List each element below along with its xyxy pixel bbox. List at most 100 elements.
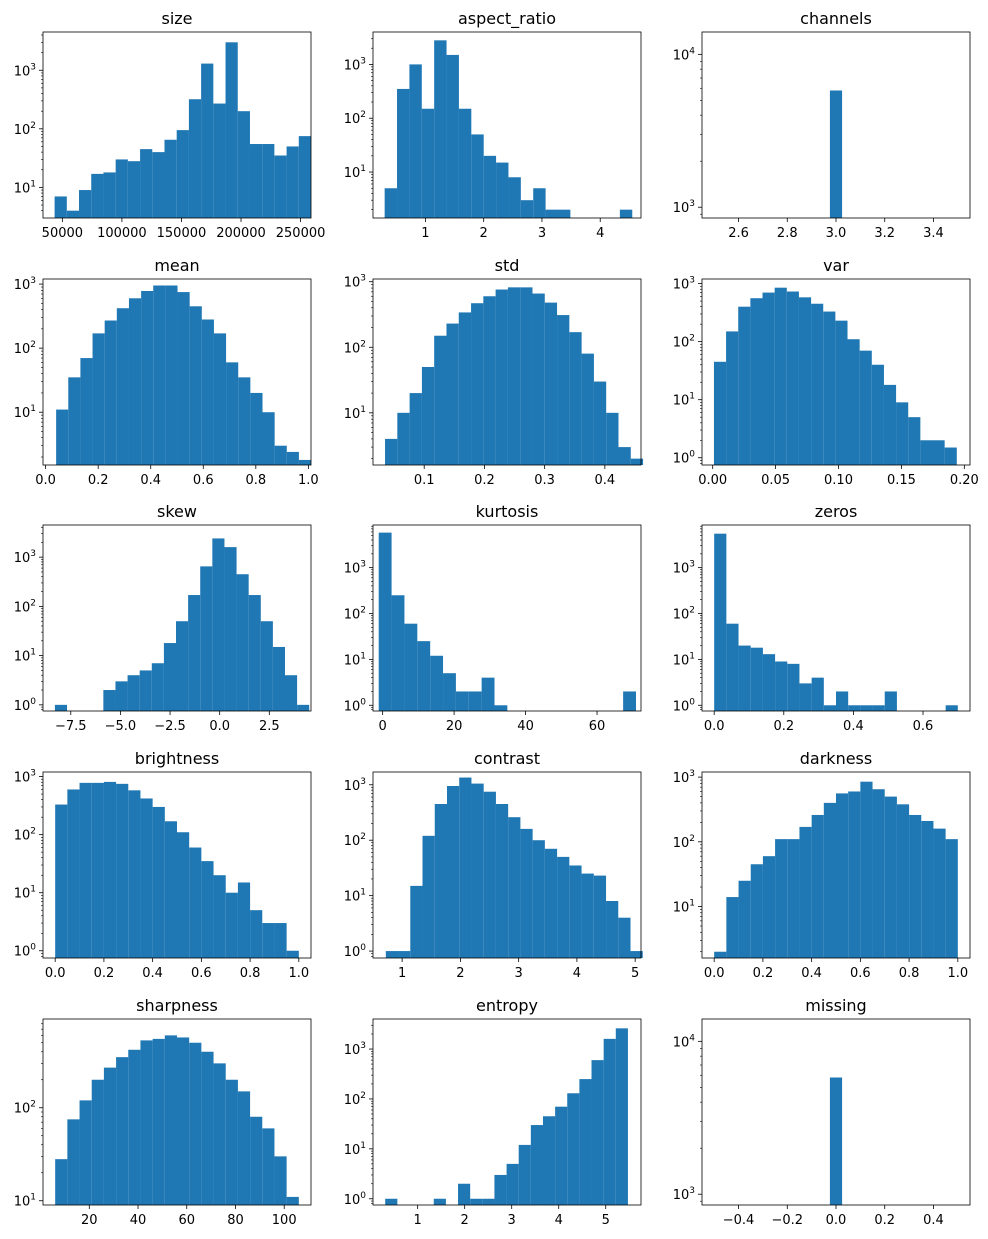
y-tick-label: 101 — [344, 405, 366, 422]
bar-darkness-12 — [860, 781, 873, 958]
bar-size-5 — [115, 159, 128, 218]
bar-sharpness-6 — [128, 1049, 141, 1205]
x-tick-label: 1.0 — [288, 966, 309, 981]
bar-contrast-7 — [471, 783, 484, 958]
bar-size-7 — [140, 149, 153, 218]
bar-zeros-3 — [750, 647, 763, 711]
x-tick-label: 5 — [602, 1213, 610, 1228]
bar-std-12 — [532, 293, 545, 465]
y-tick-label: 104 — [673, 1033, 696, 1050]
chart-title: darkness — [800, 749, 872, 768]
bar-size-0 — [54, 196, 67, 218]
x-tick-label: 0.4 — [801, 966, 822, 981]
y-tick-label: 100 — [344, 943, 367, 960]
bar-skew-12 — [236, 574, 249, 711]
bar-skew-10 — [212, 538, 225, 711]
bar-sharpness-8 — [152, 1038, 165, 1205]
bar-var-9 — [823, 311, 836, 465]
bar-sharpness-4 — [103, 1067, 117, 1205]
bar-contrast-13 — [544, 848, 558, 958]
bar-mean-6 — [128, 298, 142, 465]
bar-entropy-8 — [530, 1125, 543, 1205]
bar-std-19 — [618, 447, 631, 465]
y-tick-label: 103 — [673, 276, 695, 293]
bar-entropy-10 — [555, 1106, 568, 1205]
y-tick-label: 100 — [344, 1191, 367, 1208]
bar-std-3 — [421, 367, 435, 465]
x-tick-label: 0.6 — [193, 473, 214, 488]
bar-size-19 — [286, 146, 299, 218]
bar-aspect_ratio-6 — [458, 108, 472, 218]
bar-var-14 — [883, 384, 897, 465]
bar-mean-4 — [104, 320, 117, 465]
chart-title: missing — [805, 996, 866, 1015]
y-tick-label: 103 — [344, 777, 366, 794]
bar-zeros-10 — [836, 691, 849, 711]
bar-zeros-6 — [787, 663, 800, 711]
y-tick-label: 102 — [14, 340, 36, 357]
y-tick-label: 103 — [673, 1186, 695, 1203]
bar-entropy-12 — [579, 1079, 592, 1205]
bar-var-6 — [786, 291, 799, 465]
x-tick-label: 0.10 — [824, 473, 853, 488]
bar-var-18 — [932, 440, 945, 465]
bar-zeros-8 — [811, 677, 824, 711]
chart-title: sharpness — [136, 996, 218, 1015]
bar-brightness-19 — [286, 950, 299, 958]
bar-skew-8 — [188, 595, 201, 711]
bar-entropy-5 — [494, 1174, 507, 1205]
bar-mean-12 — [201, 319, 214, 465]
chart-title: var — [823, 256, 849, 275]
bar-aspect_ratio-15 — [619, 209, 633, 218]
bar-kurtosis-10 — [623, 691, 636, 711]
bar-mean-18 — [274, 445, 287, 465]
histogram-channels: channels 2.6 2.8 3.0 3.2 3.4 103 104 — [673, 9, 971, 241]
chart-title: skew — [157, 502, 197, 521]
bar-entropy-2 — [458, 1183, 471, 1205]
bar-entropy-3 — [470, 1198, 483, 1205]
bar-sharpness-2 — [79, 1100, 92, 1205]
y-tick-label: 102 — [344, 339, 366, 356]
x-tick-label: 3.4 — [923, 226, 944, 241]
bar-contrast-17 — [593, 875, 607, 958]
bar-mean-19 — [286, 451, 299, 465]
y-tick-label: 102 — [673, 606, 695, 623]
bar-darkness-14 — [884, 796, 897, 958]
bar-size-1 — [66, 210, 80, 218]
bar-mean-20 — [298, 459, 312, 465]
y-tick-label: 101 — [673, 899, 695, 916]
bar-contrast-20 — [630, 951, 643, 958]
histogram-aspect_ratio: aspect_ratio 1 2 3 4 101 102 103 — [344, 9, 642, 241]
bar-kurtosis-7 — [468, 691, 482, 711]
bar-entropy-15 — [615, 1028, 628, 1205]
x-tick-label: −5.0 — [105, 719, 137, 734]
bar-size-6 — [127, 161, 141, 218]
bar-kurtosis-2 — [404, 623, 418, 711]
x-tick-label: 0.4 — [923, 1213, 944, 1228]
x-tick-label: 0.4 — [142, 966, 163, 981]
histogram-mean: mean 0.0 0.2 0.4 0.6 0.8 1.0 101 102 103 — [14, 256, 319, 488]
bar-size-4 — [103, 172, 116, 218]
bar-kurtosis-4 — [430, 655, 444, 711]
axes-frame — [42, 278, 312, 466]
chart-title: zeros — [815, 502, 858, 521]
bar-contrast-16 — [581, 873, 594, 958]
y-tick-label: 102 — [673, 834, 695, 851]
x-tick-label: 1 — [414, 1213, 422, 1228]
x-tick-label: 0.2 — [474, 473, 495, 488]
x-tick-label: 2 — [461, 1213, 469, 1228]
y-tick-label: 100 — [673, 697, 696, 714]
bar-var-11 — [847, 339, 860, 465]
x-tick-label: 0.6 — [850, 966, 871, 981]
x-tick-label: 3 — [508, 1213, 516, 1228]
y-tick-label: 102 — [344, 832, 366, 849]
y-tick-label: 100 — [14, 943, 37, 960]
axes-frame — [372, 1018, 642, 1206]
bar-sharpness-10 — [177, 1037, 190, 1205]
x-tick-label: 0.8 — [240, 966, 261, 981]
chart-title: entropy — [476, 996, 538, 1015]
y-tick-label: 103 — [14, 276, 36, 293]
bar-darkness-8 — [811, 814, 824, 958]
y-tick-label: 102 — [344, 110, 366, 127]
x-tick-label: −0.4 — [723, 1213, 755, 1228]
